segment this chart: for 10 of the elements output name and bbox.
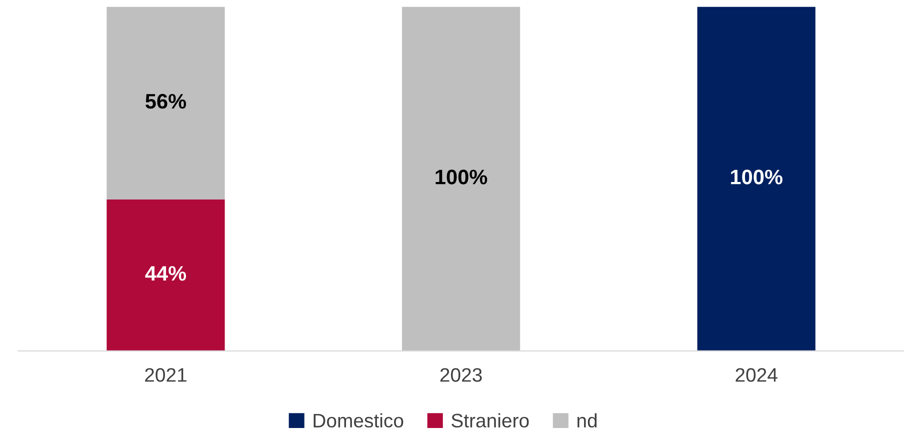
data-label: 100% xyxy=(731,170,782,184)
data-label: 100% xyxy=(436,170,488,184)
x-tick-label: 2021 xyxy=(145,368,186,382)
legend-label: nd xyxy=(578,413,597,428)
x-tick-label: 2024 xyxy=(736,368,778,382)
legend-label: Straniero xyxy=(452,413,529,428)
data-label: 44% xyxy=(145,266,186,281)
legend-label: Domestico xyxy=(314,413,404,428)
x-tick-label: 2023 xyxy=(440,368,482,382)
data-label: 56% xyxy=(146,94,186,109)
